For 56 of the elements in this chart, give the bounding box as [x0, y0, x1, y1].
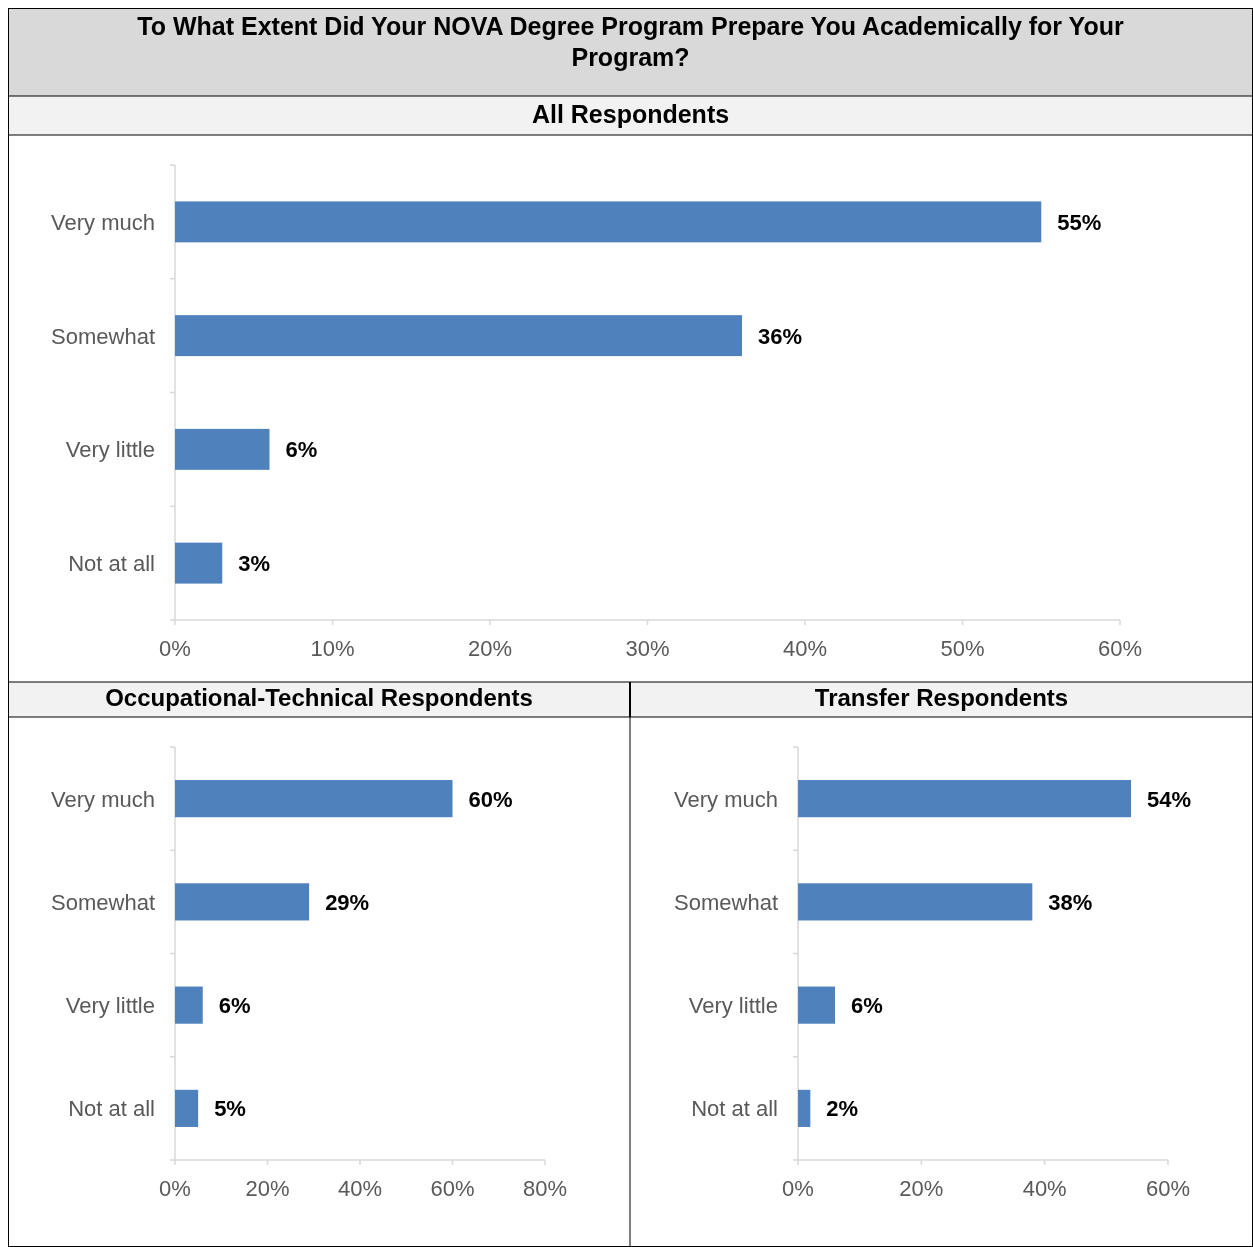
data-label: 38% [1048, 889, 1093, 915]
bar [798, 780, 1131, 818]
bar [175, 780, 453, 818]
data-label: 36% [758, 323, 803, 349]
bar [175, 428, 270, 470]
y-tick-label: Very much [51, 209, 155, 235]
y-tick-label: Very little [688, 993, 778, 1019]
x-tick-label: 40% [1022, 1176, 1067, 1201]
y-tick-label: Very little [65, 993, 155, 1019]
bar [175, 986, 203, 1024]
x-tick-label: 40% [782, 636, 828, 661]
data-label: 29% [325, 889, 370, 915]
x-tick-label: 60% [1145, 1176, 1191, 1201]
chart-title: Transfer Respondents [814, 684, 1069, 711]
bar [798, 1089, 811, 1127]
y-tick-label: Somewhat [51, 889, 155, 915]
x-tick-label: 60% [1097, 636, 1143, 661]
data-label: 2% [826, 1096, 859, 1122]
bar [175, 542, 223, 584]
data-label: 6% [285, 437, 318, 463]
y-tick-label: Very much [674, 786, 778, 812]
data-label: 60% [468, 786, 513, 812]
y-tick-label: Not at all [691, 1096, 778, 1122]
y-tick-label: Not at all [68, 551, 155, 577]
chart-title: To What Extent Did Your NOVA Degree Program Prepare You Academically for Your Program? [137, 12, 1124, 71]
x-tick-label: 0% [782, 1176, 814, 1201]
data-label: 54% [1147, 786, 1192, 812]
y-tick-label: Very little [65, 437, 155, 463]
x-tick-label: 20% [245, 1176, 290, 1201]
bar [175, 883, 310, 921]
x-tick-label: 80% [522, 1176, 568, 1201]
bar [175, 1089, 199, 1127]
x-tick-label: 20% [467, 636, 513, 661]
x-tick-label: 20% [899, 1176, 944, 1201]
bar [175, 201, 1042, 243]
bar [798, 883, 1033, 921]
y-tick-label: Not at all [68, 1096, 155, 1122]
x-tick-label: 0% [159, 636, 191, 661]
x-tick-label: 50% [940, 636, 985, 661]
x-tick-label: 30% [625, 636, 670, 661]
x-tick-label: 10% [310, 636, 355, 661]
chart-title: Occupational-Technical Respondents [105, 684, 533, 711]
x-tick-label: 40% [337, 1176, 383, 1201]
data-label: 6% [218, 993, 251, 1019]
y-tick-label: Very much [51, 786, 155, 812]
x-tick-label: 0% [159, 1176, 191, 1201]
bar [798, 986, 835, 1024]
chart-subtitle: All Respondents [531, 100, 730, 128]
data-label: 55% [1057, 209, 1102, 235]
data-label: 3% [238, 551, 271, 577]
bar [175, 315, 742, 357]
x-tick-label: 60% [430, 1176, 475, 1201]
y-tick-label: Somewhat [674, 889, 778, 915]
data-label: 6% [851, 993, 883, 1019]
y-tick-label: Somewhat [51, 323, 155, 349]
data-label: 5% [214, 1096, 246, 1122]
